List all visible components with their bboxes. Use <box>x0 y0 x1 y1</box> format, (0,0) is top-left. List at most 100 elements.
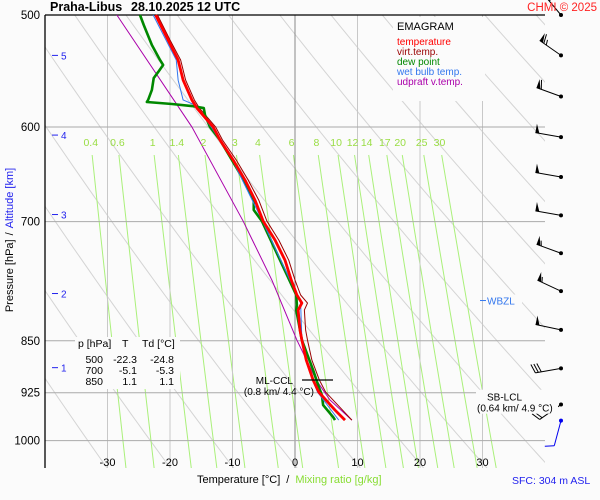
wind-barb-staff <box>536 87 562 97</box>
altitude-tick-label: 4 <box>61 131 67 142</box>
wind-barb-staff <box>535 172 562 178</box>
pressure-tick-label: 925 <box>21 388 40 400</box>
mixing-ratio-label: 10 <box>330 137 342 149</box>
pressure-tick-label: 850 <box>21 336 40 348</box>
pressure-tick-label: 500 <box>21 10 40 22</box>
altitude-tick-label: 5 <box>61 51 67 62</box>
values-table: p [hPa] T Td [°C] 500 -22.3 -24.8 700 -5.1 -5.3 8… <box>78 338 175 388</box>
legend-item: dew point <box>397 57 440 68</box>
wind-barb-staff <box>535 210 562 216</box>
temperature-tick-label: 30 <box>476 457 488 469</box>
legend-item: virt.temp. <box>397 47 438 58</box>
profiles <box>116 14 353 422</box>
mixing-ratio-line <box>354 154 404 468</box>
temperature-tick-label: -20 <box>162 457 178 469</box>
mixing-ratio-line <box>337 154 387 468</box>
legend-box <box>393 17 485 101</box>
legend-item: wet bulb temp. <box>396 67 462 78</box>
mixing-ratio-line <box>118 154 155 468</box>
mixing-ratio-line <box>259 154 304 468</box>
dry-adiabat <box>125 15 488 468</box>
wind-barb-station-dot <box>559 175 563 180</box>
wind-barb-staff <box>553 420 562 446</box>
pressure-tick-label: 1000 <box>14 436 40 448</box>
dry-adiabat <box>45 289 171 468</box>
wind-barb-pennant <box>537 272 542 282</box>
mixing-ratio-label: 20 <box>394 137 406 149</box>
y-axis-sep: / <box>4 231 16 235</box>
temperature-tick-label: 10 <box>351 457 363 469</box>
sb-lcl-annotation: SB-LCL (0.64 km/ 4.9 °C) <box>476 389 558 415</box>
mixing-ratio-label: 0.4 <box>83 137 98 149</box>
sb-lcl-bg <box>476 389 558 414</box>
mixing-ratio-line <box>423 154 478 468</box>
y-axis-title: Pressure [hPa] / Altitude [km] <box>4 168 16 312</box>
y-axis-pressure-label: Pressure [hPa] <box>4 239 16 312</box>
dry-adiabat <box>74 15 425 468</box>
wind-barb-pennant <box>535 123 540 134</box>
dry-adiabat <box>45 205 235 468</box>
wind-barb-pennant <box>535 163 540 174</box>
table-cell: -5.3 <box>156 365 174 377</box>
axis-labels: 0.4 0.6 1 1.4 2 3 4 6 8 10 12 14 17 20 25 30-30 -20 -10 0 1… <box>14 10 488 469</box>
x-axis-mixing-label: Mixing ratio [g/kg] <box>295 474 381 486</box>
mixing-ratio-label: 2 <box>200 137 206 149</box>
x-axis-sep: / <box>286 474 290 486</box>
mixing-ratio-label: 0.6 <box>110 137 125 149</box>
mixing-ratio-label: 1.4 <box>170 137 185 149</box>
wind-barb-station-dot <box>559 366 563 371</box>
legend-title: EMAGRAM <box>397 21 454 33</box>
wind-barb-station-dot <box>559 135 563 140</box>
mixing-ratio-label: 3 <box>232 137 238 149</box>
temperature-tick-label: 0 <box>292 457 298 469</box>
sb-lcl-label: SB-LCL <box>487 393 522 404</box>
mixing-ratio-label: 17 <box>379 137 391 149</box>
mixing-ratio-line <box>368 154 419 468</box>
wind-barb-half-feather <box>545 39 548 46</box>
series-temperature-line <box>154 14 346 422</box>
table-cell: -22.3 <box>113 354 137 366</box>
wbzl-label: WBZL <box>487 297 515 308</box>
wind-barb-station-dot <box>559 13 563 17</box>
background-lines <box>45 15 545 468</box>
wind-barb-station-dot <box>559 327 563 332</box>
wind-barb-feather <box>530 364 536 374</box>
x-axis-title: Temperature [°C] / Mixing ratio [g/kg] <box>197 474 382 486</box>
temperature-tick-label: -30 <box>100 457 116 469</box>
mixing-ratio-line <box>204 154 246 468</box>
wind-barb-pennant <box>536 235 541 246</box>
wbzl-bg <box>486 294 522 307</box>
ml-ccl-detail: (0.8 km/ 4.4 °C) <box>244 387 314 398</box>
table-cell: -5.1 <box>119 365 137 377</box>
series-udpraft-v-temp-line <box>116 14 353 421</box>
ml-ccl-annotation: ML-CCL (0.8 km/ 4.4 °C) <box>244 376 333 398</box>
altitude-tick-label: 3 <box>61 211 67 222</box>
wind-barb-station-dot <box>559 251 563 256</box>
sounding-datetime: 28.10.2025 12 UTC <box>131 0 240 14</box>
copyright: CHMI © 2025 <box>527 2 597 14</box>
wind-barb-staff <box>535 367 562 374</box>
wind-barb-staff <box>535 132 562 138</box>
mixing-ratio-line <box>177 154 218 468</box>
wind-barb-feather <box>531 413 540 420</box>
wbzl-annotation: WBZL <box>480 294 522 308</box>
table-header: Td [°C] <box>142 338 175 350</box>
temperature-tick-label: -10 <box>225 457 241 469</box>
wind-barb-feather <box>536 363 542 373</box>
mixing-ratio-line <box>441 154 497 468</box>
wind-barb-staff <box>537 279 562 292</box>
wind-barb-staff <box>547 0 562 16</box>
table-header: p [hPa] <box>78 338 111 350</box>
series-virt-temp-line <box>157 14 353 421</box>
wind-barb-feather <box>543 34 547 44</box>
table-cell: -24.8 <box>150 354 174 366</box>
table-cell: 1.1 <box>159 376 174 388</box>
mixing-ratio-line <box>91 154 127 468</box>
table-cell: 500 <box>85 354 103 366</box>
legend-item: temperature <box>397 37 451 48</box>
wind-barb-staff <box>535 323 562 331</box>
dry-adiabat <box>45 46 361 468</box>
wind-barb-pennant <box>536 79 541 90</box>
